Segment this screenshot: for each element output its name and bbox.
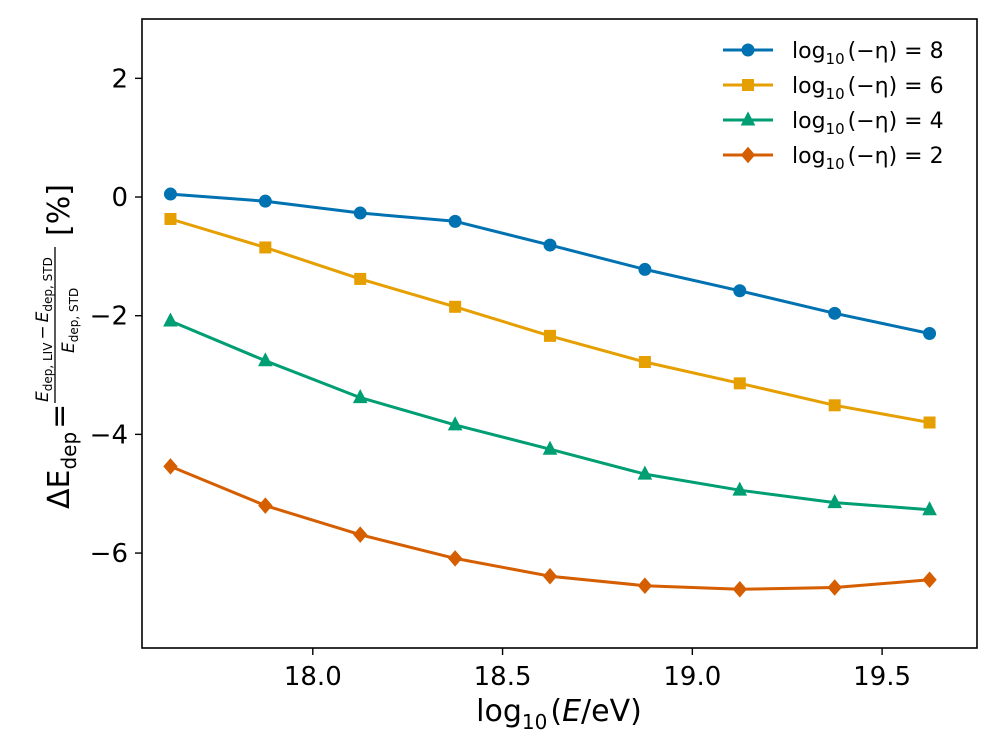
data-point [922, 571, 937, 589]
data-point [922, 501, 937, 516]
x-axis-ticks: 18.0 18.5 19.0 19.5 [284, 648, 911, 692]
series-3 [163, 312, 937, 516]
data-point [449, 300, 462, 313]
data-point [542, 440, 558, 455]
legend: log10 (−η) = 8 log10 (−η) = 6 log10 (−η) = 4 l… [723, 39, 944, 173]
data-point [448, 214, 462, 228]
data-point [353, 206, 367, 220]
legend-marker [742, 79, 754, 91]
data-point [827, 579, 842, 596]
data-point [828, 306, 842, 320]
data-point [354, 272, 367, 285]
data-point [352, 389, 368, 404]
legend-label: log10 (−η) = 4 [792, 109, 944, 138]
svg-text:Edep, LIV−Edep, STD: Edep, LIV−Edep, STD [33, 257, 55, 402]
series-4 [163, 458, 937, 598]
y-tick-label: −2 [90, 302, 128, 332]
data-point [544, 329, 557, 342]
legend-label: log10 (−η) = 8 [792, 39, 944, 68]
data-point [923, 327, 937, 340]
legend-item: log10 (−η) = 2 [723, 144, 944, 173]
data-point [638, 355, 651, 368]
legend-item: log10 (−η) = 6 [723, 74, 944, 103]
data-point [827, 494, 842, 509]
y-axis-ticks: 2 0 −2 −4 −6 [90, 64, 142, 569]
x-tick-label: 18.0 [284, 662, 342, 692]
data-point [733, 377, 746, 390]
data-point [637, 577, 653, 594]
svg-text:[%]: [%] [42, 184, 77, 236]
y-tick-label: −6 [90, 539, 128, 569]
svg-text:ΔEdep=: ΔEdep= [42, 404, 81, 509]
data-point [163, 312, 178, 327]
data-point [637, 465, 653, 480]
legend-label: log10 (−η) = 2 [792, 144, 944, 173]
data-point [258, 194, 272, 208]
series-layer [163, 187, 937, 598]
data-point [828, 399, 841, 412]
data-point [353, 526, 368, 543]
data-point [258, 497, 273, 514]
legend-marker [740, 146, 756, 164]
data-point [447, 416, 463, 431]
series-line [170, 192, 930, 335]
data-point [447, 550, 463, 567]
data-point [259, 241, 272, 254]
series-1 [163, 187, 937, 340]
series-2 [164, 212, 936, 429]
plot-area-frame [141, 18, 978, 649]
x-tick-label: 19.0 [663, 662, 721, 692]
y-tick-label: 0 [111, 183, 128, 213]
data-point [732, 481, 748, 496]
legend-item: log10 (−η) = 8 [723, 39, 944, 68]
data-point [542, 567, 558, 585]
data-point [164, 212, 177, 225]
data-point [638, 262, 652, 276]
legend-label: log10 (−η) = 6 [792, 74, 944, 103]
data-point [258, 352, 273, 367]
x-tick-label: 18.5 [474, 662, 532, 692]
data-point [732, 580, 747, 598]
svg-text:Edep, STD: Edep, STD [59, 288, 81, 353]
data-point [923, 416, 936, 429]
x-tick-label: 19.5 [853, 662, 911, 692]
data-point [733, 284, 747, 298]
x-axis-label: log10 (E/eV) [476, 694, 642, 734]
data-point [163, 187, 177, 201]
series-line [169, 319, 930, 512]
y-tick-label: 2 [111, 64, 128, 94]
legend-marker [741, 43, 755, 57]
y-axis-label: ΔEdep= Edep, LIV−Edep, STD Edep, STD [%] [33, 184, 81, 509]
y-tick-label: −4 [90, 420, 128, 450]
data-point [163, 458, 178, 475]
data-point [543, 238, 557, 252]
legend-item: log10 (−η) = 4 [723, 109, 944, 138]
legend-marker [740, 111, 756, 126]
